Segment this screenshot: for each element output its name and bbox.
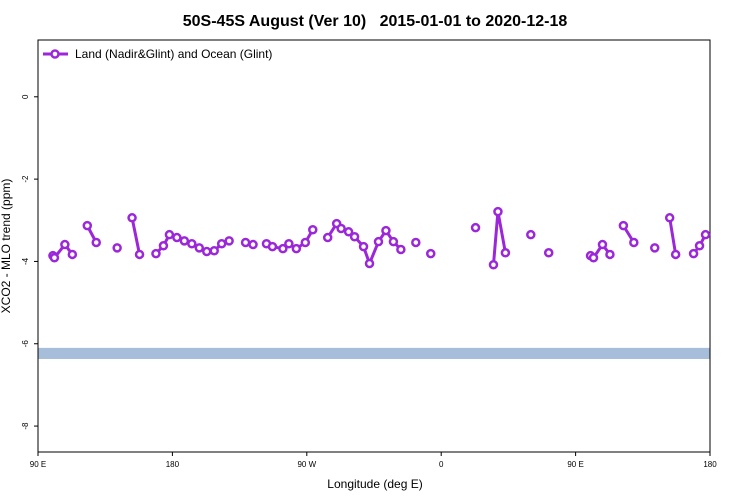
point [224, 236, 234, 246]
point [411, 237, 421, 248]
point [649, 243, 660, 253]
point [597, 239, 608, 250]
point [349, 231, 360, 242]
point [216, 238, 227, 249]
point [112, 243, 122, 253]
point [700, 229, 711, 240]
x-tick-label: 90 W [297, 460, 316, 469]
point [201, 246, 212, 257]
point [381, 225, 391, 236]
point [670, 249, 681, 260]
legend-label: Land (Nadir&Glint) and Ocean (Glint) [75, 47, 272, 61]
x-tick-label: 90 E [567, 460, 583, 469]
point [278, 243, 288, 254]
point [688, 248, 699, 259]
band [38, 347, 710, 359]
x-tick-label: 0 [439, 460, 444, 469]
point [91, 237, 101, 248]
point [488, 259, 499, 270]
point [425, 248, 436, 259]
point [300, 237, 311, 248]
point [664, 213, 675, 223]
point [291, 243, 302, 254]
point [694, 241, 705, 251]
point [267, 241, 278, 252]
x-tick-label: 180 [166, 460, 180, 469]
point [322, 232, 333, 243]
point [127, 213, 137, 223]
plot-frame [37, 39, 711, 453]
point [388, 236, 399, 247]
y-tick-label: 0 [21, 94, 30, 99]
point [543, 248, 554, 258]
point [172, 232, 182, 243]
point [470, 222, 481, 233]
point [49, 252, 60, 263]
y-tick-label: -2 [21, 175, 30, 183]
point [493, 206, 503, 217]
point [82, 220, 93, 231]
x-tick-label: 90 E [30, 460, 46, 469]
point [373, 236, 384, 247]
point [343, 227, 354, 237]
point [500, 248, 511, 258]
point [67, 249, 78, 260]
legend-marker [50, 49, 60, 59]
point [364, 258, 375, 269]
point [396, 244, 406, 255]
point [308, 224, 318, 235]
point [284, 238, 294, 249]
y-tick-label: -4 [21, 257, 30, 265]
point [240, 237, 251, 248]
point [248, 239, 258, 250]
point [526, 229, 536, 240]
point [629, 237, 639, 248]
point [151, 248, 161, 259]
point [618, 220, 629, 231]
point [187, 238, 197, 249]
point [164, 229, 175, 240]
point [336, 223, 346, 234]
x-axis-title: Longitude (deg E) [327, 477, 422, 491]
point [358, 241, 369, 252]
chart-title: 50S-45S August (Ver 10) 2015-01-01 to 20… [183, 13, 568, 30]
point [179, 236, 190, 246]
point [158, 241, 169, 251]
point [134, 249, 145, 260]
y-tick-label: -6 [21, 340, 30, 348]
x-tick-label: 180 [703, 460, 717, 469]
y-tick-label: -8 [21, 422, 30, 430]
point [209, 245, 219, 256]
point [588, 252, 599, 263]
y-axis-title: XCO2 - MLO trend (ppm) [0, 179, 13, 314]
point [194, 243, 205, 253]
point [605, 249, 615, 260]
point [60, 239, 70, 250]
